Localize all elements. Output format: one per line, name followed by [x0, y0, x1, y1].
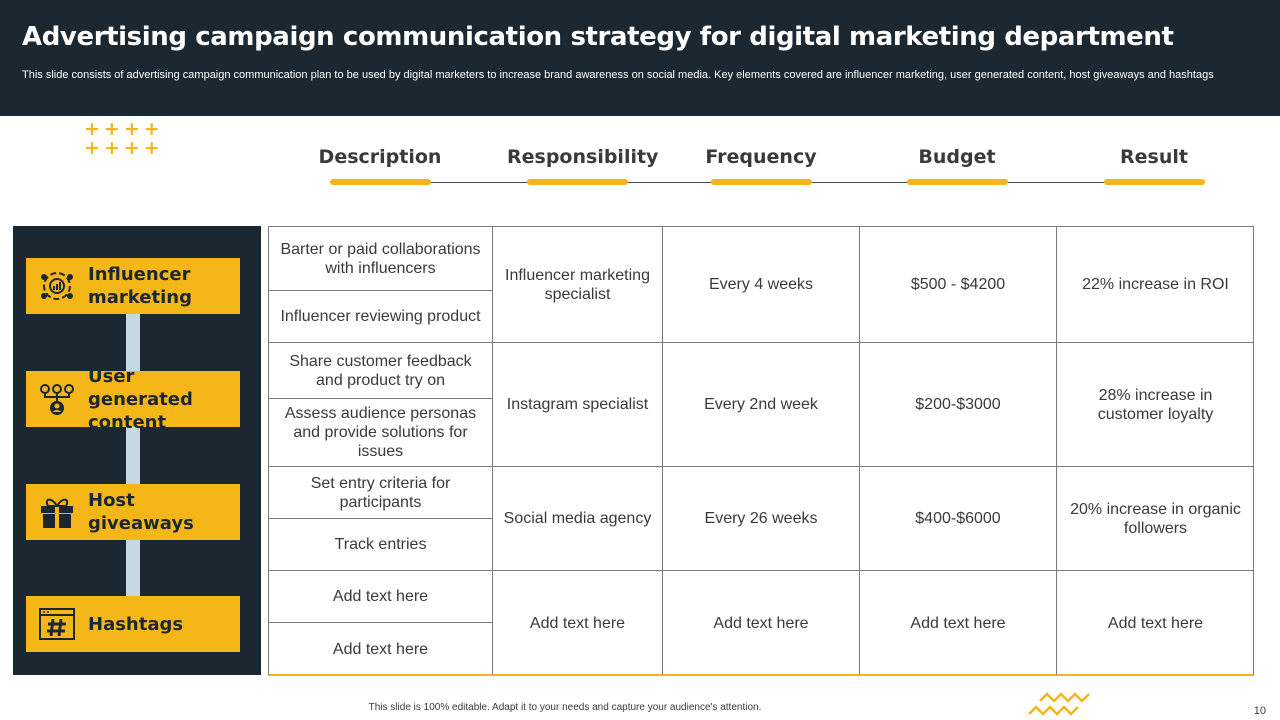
- table-cell-responsibility: Social media agency: [493, 467, 663, 571]
- table-cell-description: Barter or paid collaborations with influ…: [269, 227, 493, 291]
- column-underline-responsibility: [527, 179, 628, 185]
- plus-row-2: ++++: [84, 137, 164, 159]
- footer-note: This slide is 100% editable. Adapt it to…: [368, 702, 762, 713]
- category-connector: [126, 310, 140, 600]
- column-underline-description: [330, 179, 431, 185]
- column-header-responsibility: Responsibility: [507, 146, 659, 168]
- table-cell-description: Track entries: [269, 519, 493, 571]
- category-hashtags: Hashtags: [26, 596, 240, 652]
- table-cell-result: 22% increase in ROI: [1057, 227, 1254, 343]
- category-label: Hashtags: [88, 613, 184, 635]
- hashtag-icon: [26, 596, 88, 652]
- page-title: Advertising campaign communication strat…: [22, 22, 1174, 52]
- table-cell-result: Add text here: [1107, 614, 1204, 632]
- influencer-icon: [26, 258, 88, 314]
- table-cell-description: Add text here: [269, 623, 493, 675]
- table-cell-frequency: Add text here: [663, 571, 860, 675]
- page-number: 10: [1253, 705, 1266, 717]
- category-label: Host giveaways: [88, 490, 194, 534]
- category-influencer-marketing: Influencer marketing: [26, 258, 240, 314]
- table-cell-frequency: Every 26 weeks: [663, 467, 860, 571]
- category-user-generated-content: User generated content: [26, 366, 240, 433]
- table-cell-frequency: Every 4 weeks: [663, 227, 860, 343]
- gift-icon: [26, 484, 88, 540]
- zigzag-decoration: [1028, 692, 1090, 716]
- plus-row-1: ++++: [84, 118, 164, 140]
- network-user-icon: [26, 371, 88, 427]
- table-cell-description: Share customer feedback and product try …: [269, 343, 493, 399]
- page-subtitle: This slide consists of advertising campa…: [22, 69, 1214, 81]
- table-cell-responsibility: Influencer marketing specialist: [493, 227, 663, 343]
- table-cell-result: 28% increase in customer loyalty: [1057, 343, 1254, 467]
- table-cell-budget: $500 - $4200: [860, 227, 1057, 343]
- category-label: Influencer marketing: [88, 264, 192, 308]
- table-cell-budget: Add text here: [860, 571, 1057, 675]
- header-banner: Advertising campaign communication strat…: [0, 0, 1280, 116]
- table-cell-description: Assess audience personas and provide sol…: [269, 399, 493, 467]
- category-label: User generated content: [88, 365, 193, 433]
- column-underline-frequency: [711, 179, 812, 185]
- table-cell-description: Influencer reviewing product: [269, 291, 493, 343]
- column-underline-budget: [907, 179, 1008, 185]
- category-host-giveaways: Host giveaways: [26, 484, 240, 540]
- column-header-description: Description: [318, 146, 442, 168]
- column-header-budget: Budget: [918, 146, 996, 168]
- table-cell-result: 20% increase in organic followers: [1057, 467, 1254, 571]
- column-underline-result: [1104, 179, 1205, 185]
- table-cell-responsibility: Instagram specialist: [493, 343, 663, 467]
- column-header-frequency: Frequency: [705, 146, 817, 168]
- table-cell-description: Set entry criteria for participants: [269, 467, 493, 519]
- plus-decoration: ++++ ++++: [84, 120, 164, 158]
- strategy-table: Barter or paid collaborations with influ…: [268, 226, 1254, 676]
- table-cell-description: Add text here: [269, 571, 493, 623]
- table-cell-frequency: Every 2nd week: [663, 343, 860, 467]
- column-header-result: Result: [1120, 146, 1188, 168]
- table-cell-budget: $400-$6000: [860, 467, 1057, 571]
- table-cell-responsibility: Add text here: [493, 571, 663, 675]
- table-cell-budget: $200-$3000: [860, 343, 1057, 467]
